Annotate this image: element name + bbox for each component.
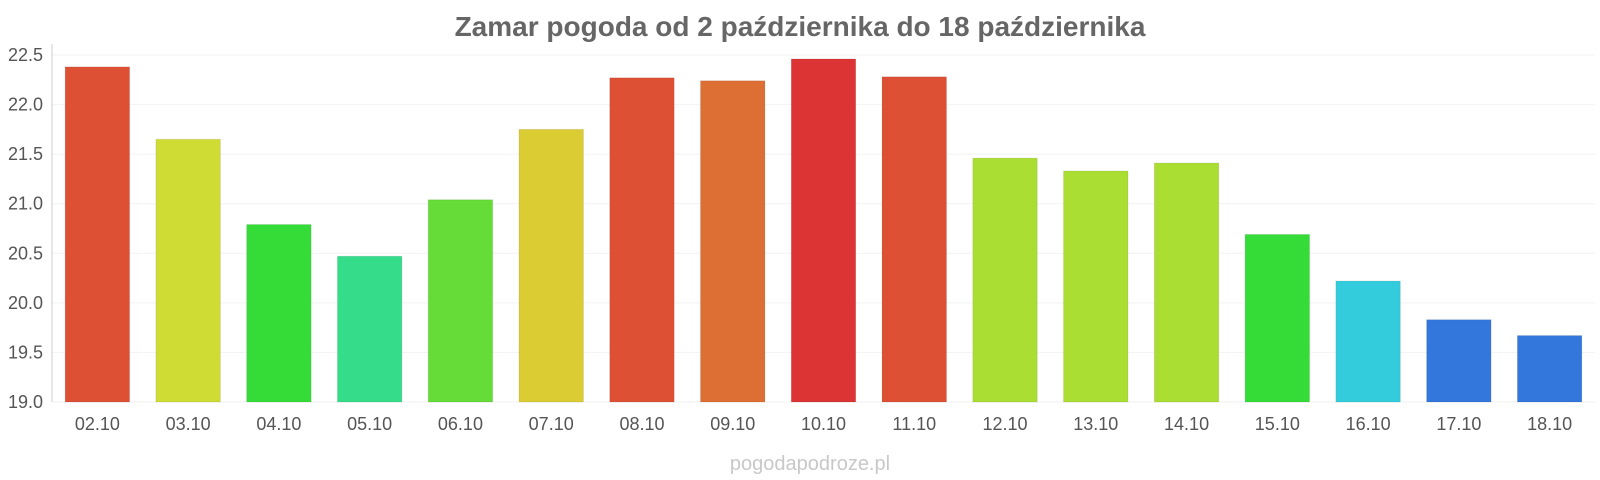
y-axis-ticks: 19.0 19.5 20.0 20.5 21.0 21.5 22.0 22.5 [8,45,43,412]
x-tick-label: 03.10 [166,414,211,434]
y-tick-label: 20.5 [8,243,43,263]
x-tick-label: 06.10 [438,414,483,434]
y-tick-label: 19.5 [8,342,43,362]
x-tick-label: 18.10 [1527,414,1572,434]
x-tick-label: 11.10 [892,414,936,434]
y-tick-label: 21.0 [8,194,43,214]
y-tick-label: 21.5 [8,144,43,164]
x-tick-label: 05.10 [347,414,392,434]
x-axis-ticks: 02.10 03.10 04.10 05.10 06.10 07.10 08.10 09.10… [75,414,1572,434]
x-tick-label: 17.10 [1436,414,1481,434]
x-tick-label: 10.10 [801,414,846,434]
bar-13.10[interactable] [1063,170,1129,403]
x-tick-label: 12.10 [983,414,1028,434]
bar-17.10[interactable] [1426,319,1492,403]
y-tick-label: 22.5 [8,45,43,65]
x-tick-label: 16.10 [1346,414,1391,434]
bar-07.10[interactable] [518,128,584,403]
x-tick-label: 14.10 [1164,414,1209,434]
x-tick-label: 09.10 [710,414,755,434]
y-tick-label: 20.0 [8,293,43,313]
bar-11.10[interactable] [881,76,947,403]
x-tick-label: 04.10 [256,414,301,434]
bar-05.10[interactable] [336,255,403,403]
x-tick-label: 13.10 [1073,414,1118,434]
x-tick-label: 02.10 [75,414,120,434]
y-tick-label: 22.0 [8,95,43,115]
bar-18.10[interactable] [1516,335,1583,403]
watermark: pogodapodroze.pl [730,453,890,475]
bar-12.10[interactable] [972,157,1038,403]
bar-02.10[interactable] [64,66,131,403]
bar-14.10[interactable] [1153,162,1220,403]
chart-title: Zamar pogoda od 2 października do 18 paź… [455,11,1146,42]
bar-10.10[interactable] [790,58,857,403]
bar-08.10[interactable] [609,77,675,403]
x-tick-label: 08.10 [619,414,664,434]
bar-09.10[interactable] [700,80,766,403]
bar-04.10[interactable] [246,224,312,403]
bar-16.10[interactable] [1335,280,1401,403]
y-tick-label: 19.0 [8,392,43,412]
x-tick-label: 07.10 [529,414,574,434]
x-tick-label: 15.10 [1255,414,1300,434]
bar-15.10[interactable] [1244,233,1311,403]
bar-03.10[interactable] [155,138,221,403]
bars [64,58,1583,403]
bar-06.10[interactable] [427,199,494,403]
